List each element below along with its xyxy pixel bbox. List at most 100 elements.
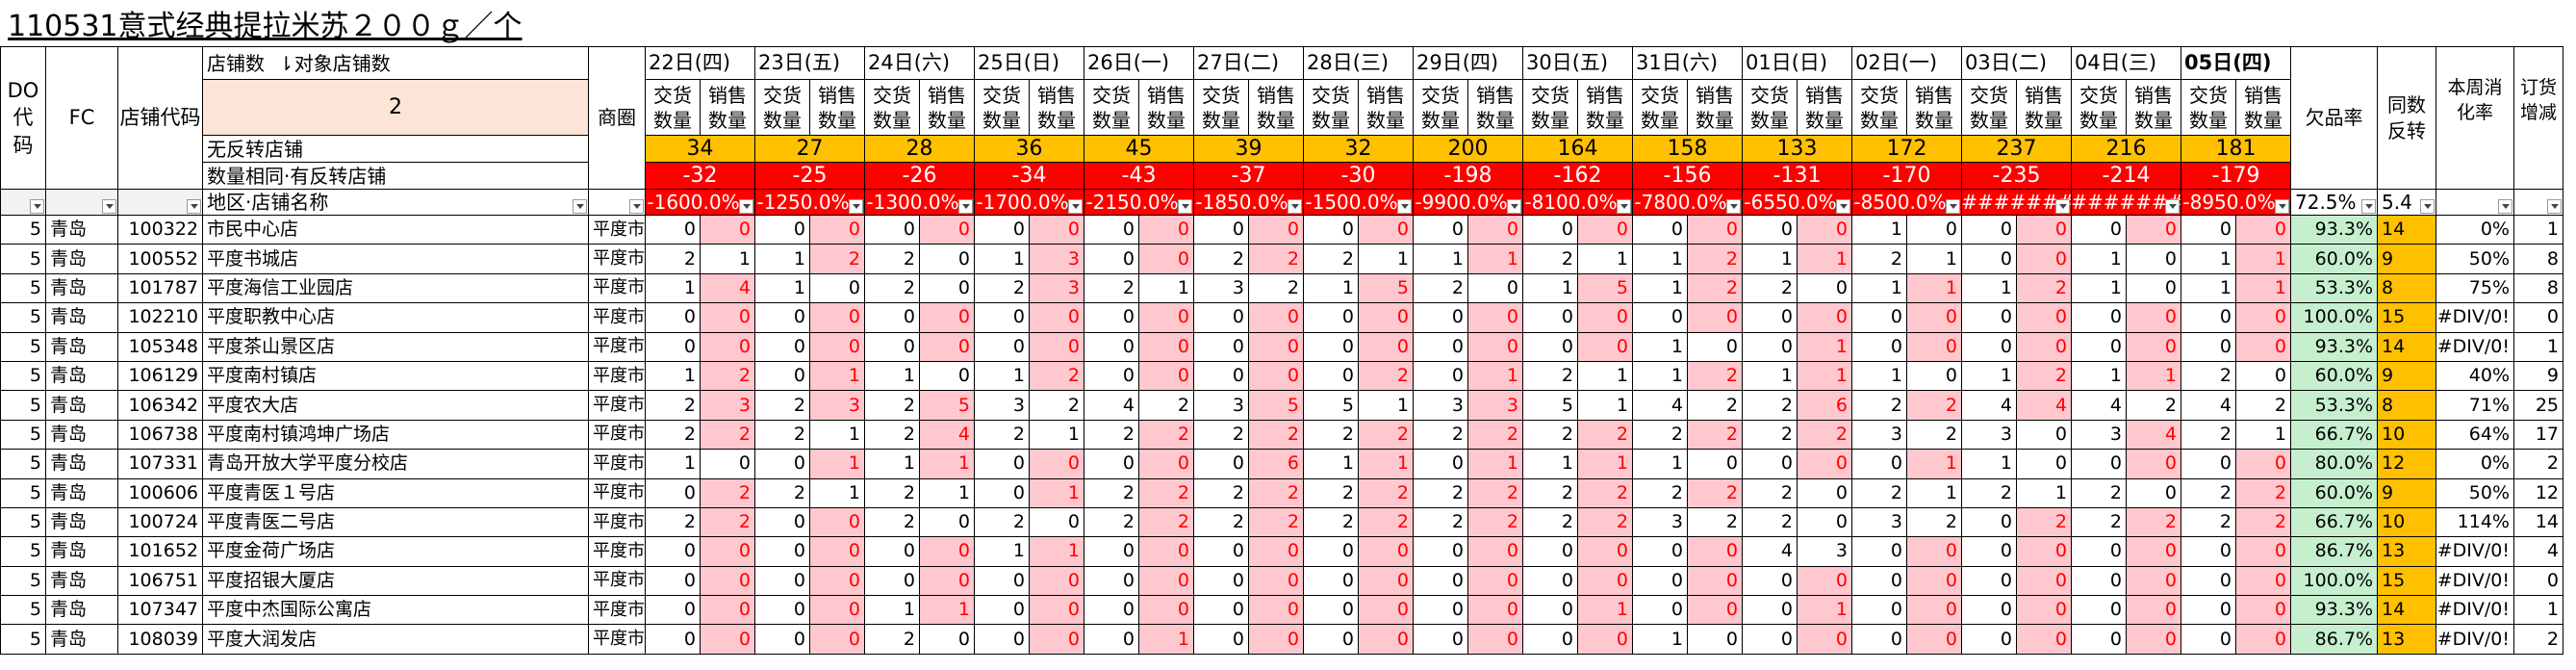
sales-qty-cell: 0	[1030, 450, 1084, 479]
filter-dropdown-icon[interactable]	[2361, 199, 2376, 214]
filter-dropdown-icon[interactable]	[573, 199, 587, 214]
sales-qty-header: 销售 数量	[1578, 80, 1633, 136]
sales-qty-cell: 5	[1249, 391, 1304, 421]
sales-qty-cell: 0	[2127, 273, 2181, 304]
store-code-cell: 101652	[118, 537, 203, 567]
filter-dropdown-icon[interactable]	[2275, 199, 2289, 214]
sales-qty-cell: 0	[1907, 625, 1962, 655]
filter-dropdown-icon[interactable]	[1397, 199, 1412, 214]
delivery-qty-cell: 0	[1852, 596, 1907, 626]
filter-dropdown-icon[interactable]	[629, 199, 644, 214]
filter-dropdown-icon[interactable]	[1836, 199, 1850, 214]
filter-dropdown-icon[interactable]	[2498, 199, 2512, 214]
district-cell: 平度市	[589, 245, 646, 274]
sales-qty-cell: 0	[2236, 361, 2291, 392]
delivery-qty-cell: 2	[1304, 245, 1359, 274]
delivery-qty-cell: 0	[1962, 596, 2017, 626]
delivery-qty-cell: 0	[646, 596, 701, 626]
sales-qty-cell: 0	[2236, 625, 2291, 655]
delivery-qty-cell: 0	[755, 507, 810, 538]
reversal-pct-text: -2150.0%	[1085, 191, 1179, 214]
delivery-qty-cell: 2	[1743, 420, 1798, 451]
filter-dropdown-icon[interactable]	[1068, 199, 1083, 214]
sales-qty-cell: 0	[1578, 566, 1633, 597]
sales-qty-cell: 0	[1139, 361, 1194, 392]
delivery-qty-header: 交货 数量	[1633, 80, 1688, 136]
filter-dropdown-icon[interactable]	[1946, 199, 1960, 214]
delivery-qty-cell: 0	[1414, 596, 1468, 626]
sales-qty-header: 销售 数量	[1688, 80, 1743, 136]
delivery-qty-header: 交货 数量	[1194, 80, 1249, 136]
delivery-qty-cell: 0	[646, 537, 701, 567]
sales-qty-header: 销售 数量	[1249, 80, 1304, 136]
filter-dropdown-icon[interactable]	[1288, 199, 1302, 214]
sales-qty-cell: 1	[1578, 245, 1633, 274]
same-reversal-header: 同数 反转	[2378, 47, 2436, 190]
filter-dropdown-icon[interactable]	[1178, 199, 1192, 214]
sales-qty-cell: 0	[810, 596, 865, 626]
same-reversal-cell: 10	[2378, 507, 2436, 538]
do-code-cell: 5	[1, 245, 46, 274]
district-cell: 平度市	[589, 216, 646, 245]
filter-dropdown-icon[interactable]	[2547, 199, 2562, 214]
weekly-rate-cell: 75%	[2436, 273, 2514, 304]
delivery-qty-cell: 0	[1962, 216, 2017, 245]
delivery-qty-cell: 0	[1084, 625, 1139, 655]
delivery-qty-cell: 0	[646, 478, 701, 508]
no-reversal-count: 181	[2181, 136, 2291, 163]
fc-cell: 青岛	[46, 216, 118, 245]
same-reversal-count: -25	[755, 163, 865, 190]
delivery-qty-cell: 0	[1962, 566, 2017, 597]
delivery-qty-cell: 0	[1304, 332, 1359, 362]
sales-qty-cell: 0	[920, 361, 975, 392]
district-cell: 平度市	[589, 273, 646, 304]
filter-dropdown-icon[interactable]	[958, 199, 973, 214]
delivery-qty-cell: 0	[2181, 625, 2236, 655]
delivery-qty-cell: 0	[2072, 216, 2127, 245]
shortage-rate-cell: 60.0%	[2291, 361, 2378, 392]
delivery-qty-cell: 2	[1084, 273, 1139, 304]
sales-qty-cell: 0	[2127, 303, 2181, 333]
reversal-pct: -8100.0%	[1523, 190, 1633, 216]
delivery-qty-cell: 0	[1414, 450, 1468, 479]
filter-dropdown-icon[interactable]	[1617, 199, 1631, 214]
store-name-cell: 平度职教中心店	[203, 303, 589, 333]
do-code-cell: 5	[1, 332, 46, 362]
filter-dropdown-icon[interactable]	[849, 199, 863, 214]
district-cell: 平度市	[589, 420, 646, 451]
sales-qty-cell: 1	[1907, 478, 1962, 508]
order-change-cell: 8	[2514, 273, 2563, 304]
sales-qty-cell: 1	[920, 478, 975, 508]
date-header: 26日(一)	[1084, 47, 1194, 80]
store-name-cell: 平度青医二号店	[203, 507, 589, 538]
sales-qty-cell: 1	[2127, 361, 2181, 392]
store-code-cell: 106129	[118, 361, 203, 392]
filter-dropdown-icon[interactable]	[2055, 199, 2070, 214]
sales-qty-cell: 2	[1907, 507, 1962, 538]
delivery-qty-cell: 3	[1633, 507, 1688, 538]
sales-qty-cell: 2	[2236, 478, 2291, 508]
reversal-pct: -2150.0%	[1084, 190, 1194, 216]
fc-cell: 青岛	[46, 566, 118, 597]
delivery-qty-cell: 0	[1194, 361, 1249, 392]
filter-active-icon[interactable]	[30, 199, 44, 214]
sales-qty-cell: 4	[2127, 420, 2181, 451]
filter-dropdown-icon[interactable]	[1726, 199, 1741, 214]
same-reversal-cell: 8	[2378, 273, 2436, 304]
filter-dropdown-icon[interactable]	[739, 199, 753, 214]
filter-dropdown-icon[interactable]	[1507, 199, 1521, 214]
same-reversal-cell: 10	[2378, 420, 2436, 451]
filter-dropdown-icon[interactable]	[102, 199, 116, 214]
sales-qty-cell: 0	[2127, 537, 2181, 567]
sales-qty-header: 销售 数量	[2236, 80, 2291, 136]
filter-dropdown-icon[interactable]	[2165, 199, 2180, 214]
sales-qty-cell: 0	[701, 625, 755, 655]
no-reversal-label: 无反转店铺	[203, 136, 589, 163]
filter-dropdown-icon[interactable]	[2420, 199, 2435, 214]
delivery-qty-cell: 2	[755, 478, 810, 508]
delivery-qty-cell: 0	[646, 216, 701, 245]
sales-qty-cell: 0	[1359, 303, 1414, 333]
filter-dropdown-icon[interactable]	[187, 199, 201, 214]
sales-qty-cell: 0	[1907, 303, 1962, 333]
delivery-qty-cell: 2	[1633, 478, 1688, 508]
